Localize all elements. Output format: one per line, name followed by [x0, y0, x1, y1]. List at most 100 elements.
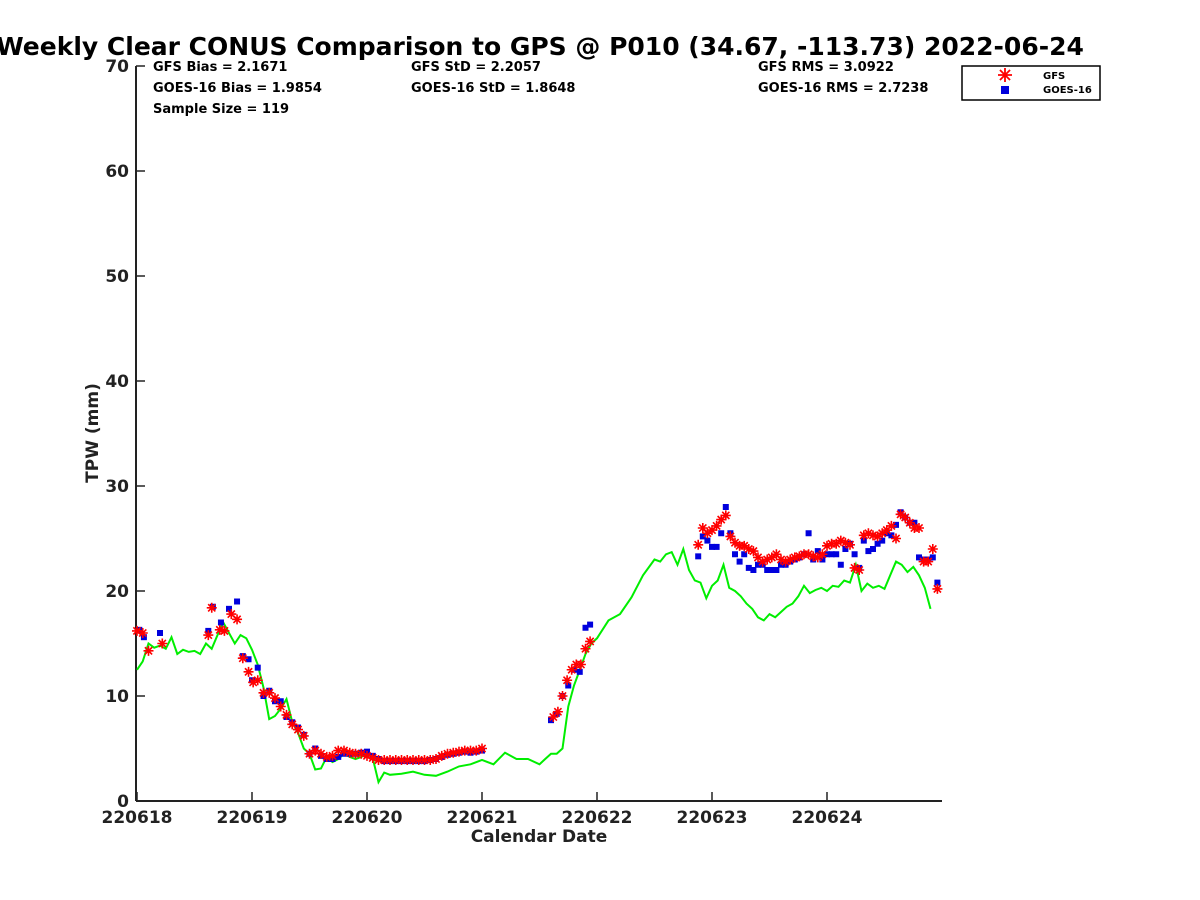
- legend-marker-goes: [1001, 86, 1009, 94]
- gfs-point: [877, 528, 888, 539]
- gfs-point: [716, 514, 727, 525]
- gfs-point: [203, 630, 214, 641]
- gfs-point: [442, 748, 453, 759]
- gfs-point: [264, 687, 275, 698]
- gfs-point: [886, 520, 897, 531]
- gfs-point: [845, 539, 855, 550]
- y-tick-label: 70: [105, 57, 129, 77]
- goes-point: [140, 634, 147, 641]
- goes-point: [226, 605, 232, 612]
- gfs-point: [854, 565, 865, 575]
- y-tick-label: 40: [105, 372, 129, 392]
- gfs-point: [794, 551, 805, 562]
- goes-point: [865, 548, 872, 555]
- goes-point: [851, 551, 858, 558]
- gfs-point: [419, 755, 430, 766]
- goes-point: [814, 548, 821, 555]
- gfs-point: [214, 624, 225, 635]
- goes-point: [335, 753, 342, 760]
- gfs-rms-stat: GFS RMS = 3.0922: [758, 60, 894, 75]
- gfs-point: [471, 745, 482, 756]
- goes-std-stat: GOES-16 StD = 1.8648: [411, 81, 575, 96]
- gfs-point: [431, 754, 441, 764]
- gfs-point: [808, 551, 819, 562]
- gfs-point: [730, 537, 740, 548]
- gfs-point: [304, 748, 315, 759]
- gfs-point: [275, 701, 286, 712]
- gfs-point: [739, 540, 750, 551]
- goes-point: [745, 564, 752, 571]
- gfs-point: [868, 530, 878, 541]
- gfs-point: [252, 675, 263, 686]
- gfs-point: [362, 750, 372, 761]
- gfs-point: [143, 645, 154, 656]
- gfs-point: [748, 546, 759, 557]
- y-tick-label: 20: [105, 582, 129, 602]
- gfs-point: [321, 751, 332, 762]
- legend-label-gfs: GFS: [1043, 71, 1065, 82]
- gfs-series: [132, 509, 943, 766]
- goes-point: [819, 556, 826, 563]
- goes-point: [916, 554, 922, 561]
- gfs-point: [248, 677, 259, 688]
- gfs-point: [477, 743, 487, 754]
- gfs-bias-stat: GFS Bias = 2.1671: [153, 60, 287, 75]
- gfs-point: [373, 755, 384, 766]
- gfs-point: [310, 745, 321, 756]
- gfs-point: [697, 523, 708, 533]
- gfs-point: [932, 583, 943, 594]
- gfs-point: [785, 554, 796, 565]
- gfs-point: [575, 659, 586, 670]
- gfs-point: [720, 510, 731, 521]
- gfs-point: [408, 755, 418, 766]
- gfs-point: [923, 556, 934, 567]
- y-tick-label: 30: [105, 477, 129, 497]
- goes-point: [860, 537, 867, 544]
- x-tick-label: 220623: [677, 808, 748, 828]
- goes-point: [695, 553, 702, 560]
- gfs-point: [895, 509, 906, 520]
- gfs-point: [872, 531, 883, 542]
- goes-point: [768, 567, 775, 573]
- x-tick-label: 220622: [562, 808, 633, 828]
- gfs-point: [293, 724, 303, 735]
- gfs-point: [157, 638, 168, 649]
- goes-point: [837, 561, 844, 568]
- goes-point: [732, 551, 738, 558]
- gfs-point: [548, 712, 559, 722]
- gfs-point: [425, 755, 436, 766]
- goes-point: [893, 521, 899, 528]
- gfs-point: [835, 535, 846, 546]
- gfs-point: [707, 525, 717, 536]
- goes-point: [828, 551, 835, 558]
- gfs-point: [849, 562, 860, 573]
- gfs-point: [258, 687, 269, 698]
- gfs-point: [771, 549, 782, 560]
- goes-point: [778, 561, 784, 568]
- gfs-point: [281, 709, 292, 720]
- goes-point: [874, 540, 881, 547]
- gfs-point: [580, 643, 591, 654]
- gfs-point: [327, 750, 338, 761]
- gfs-point: [743, 544, 754, 554]
- gfs-point: [566, 664, 577, 675]
- gfs-point: [552, 706, 563, 717]
- legend-star: [998, 68, 1012, 82]
- goes-point: [565, 682, 572, 689]
- y-tick-label: 60: [105, 162, 129, 182]
- gfs-point: [356, 748, 367, 759]
- gfs-point: [367, 752, 378, 763]
- legend-marker-gfs: [998, 68, 1012, 82]
- goes-point: [755, 561, 761, 568]
- sample-size-stat: Sample Size = 119: [153, 102, 289, 117]
- gfs-point: [298, 730, 309, 741]
- gfs-point: [693, 539, 704, 550]
- gfs-point: [137, 628, 148, 638]
- y-tick-label: 10: [105, 687, 129, 707]
- gfs-point: [914, 523, 924, 533]
- gfs-point: [344, 747, 355, 758]
- gfs-point: [831, 538, 842, 549]
- x-tick-label: 220620: [332, 808, 403, 828]
- axis-ticks: 0 10 20 30 40 50 60 70 220618 220619 220620 220621 2…: [102, 57, 863, 828]
